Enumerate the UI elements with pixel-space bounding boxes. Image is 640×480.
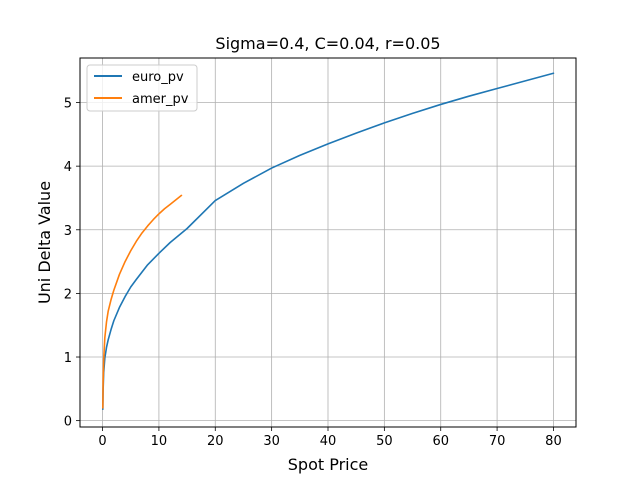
x-tick-label: 60 <box>432 434 449 449</box>
series-line-euro-pv <box>102 72 555 410</box>
y-tick-label: 4 <box>64 160 72 175</box>
legend: euro_pv amer_pv <box>86 64 198 112</box>
series-lines <box>102 72 555 410</box>
x-axis-label: Spot Price <box>288 455 369 474</box>
x-tick-label: 20 <box>207 434 224 449</box>
series-line-amer-pv <box>102 194 183 409</box>
x-tick-label: 70 <box>489 434 506 449</box>
legend-label-amer-pv: amer_pv <box>132 92 189 107</box>
x-tick-label: 30 <box>263 434 280 449</box>
x-tick-label: 50 <box>376 434 393 449</box>
y-tick-label: 1 <box>64 351 72 366</box>
y-tick-label: 5 <box>64 97 72 112</box>
axis-ticks: 0 10 20 30 40 50 60 70 80 0 1 2 3 4 5 <box>64 97 562 449</box>
y-tick-label: 0 <box>64 415 72 430</box>
grid <box>80 58 576 427</box>
y-tick-label: 2 <box>64 287 72 302</box>
y-axis-label: Uni Delta Value <box>35 181 54 304</box>
legend-label-euro-pv: euro_pv <box>132 70 184 85</box>
chart-title: Sigma=0.4, C=0.04, r=0.05 <box>215 34 440 53</box>
x-tick-label: 10 <box>151 434 168 449</box>
y-tick-label: 3 <box>64 224 72 239</box>
x-tick-label: 0 <box>98 434 106 449</box>
x-tick-label: 40 <box>320 434 337 449</box>
x-tick-label: 80 <box>545 434 562 449</box>
